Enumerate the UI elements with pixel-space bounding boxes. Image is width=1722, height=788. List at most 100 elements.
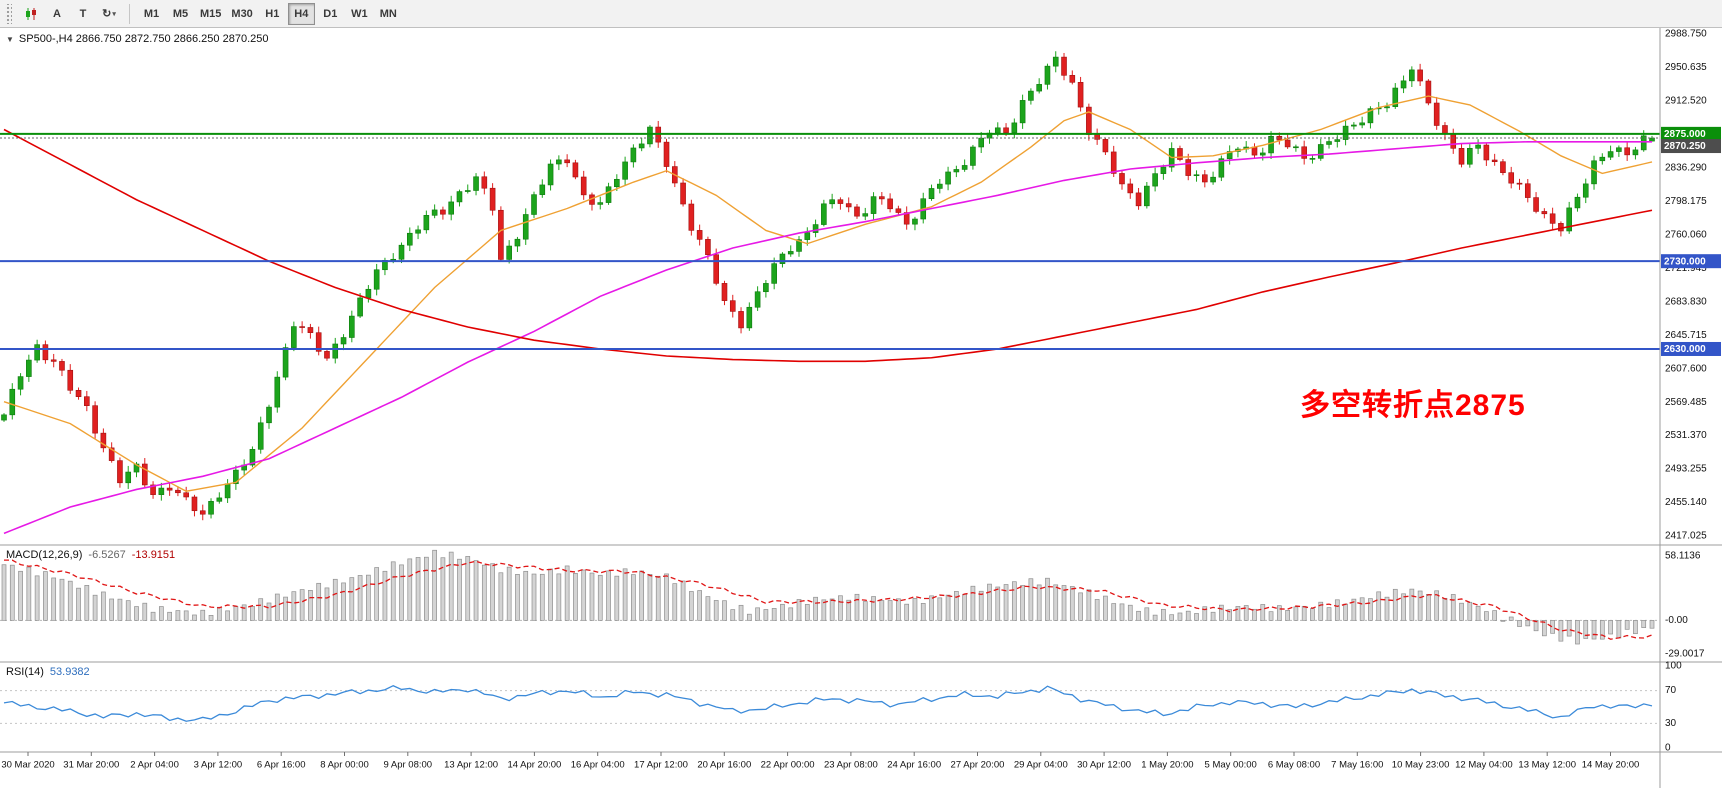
- candle-body: [1177, 148, 1183, 160]
- candle-body: [183, 492, 189, 498]
- macd-histogram-bar: [1310, 608, 1315, 621]
- cycle-tool-button[interactable]: ↻ ▾: [97, 3, 121, 25]
- svg-text:14 Apr 20:00: 14 Apr 20:00: [507, 760, 561, 771]
- macd-name: MACD(12,26,9): [6, 549, 83, 561]
- timeframe-button-w1[interactable]: W1: [346, 3, 373, 25]
- macd-histogram-bar: [937, 597, 943, 621]
- candle-body: [597, 202, 604, 205]
- timeframe-button-m30[interactable]: M30: [227, 3, 256, 25]
- candle-body: [1616, 147, 1622, 152]
- macd-histogram-bar: [697, 590, 702, 621]
- macd-histogram-bar: [1318, 601, 1324, 621]
- candle-body: [1218, 158, 1225, 178]
- macd-histogram-bar: [1426, 594, 1431, 621]
- macd-histogram-bar: [415, 557, 421, 621]
- macd-histogram-bar: [51, 577, 57, 621]
- candle-body: [879, 196, 885, 200]
- svg-text:12 May 04:00: 12 May 04:00: [1455, 760, 1513, 771]
- macd-histogram-bar: [987, 583, 992, 621]
- candle-body: [961, 165, 968, 170]
- timeframe-button-m5[interactable]: M5: [167, 3, 194, 25]
- axis-badge: [1661, 126, 1721, 141]
- macd-histogram-bar: [1020, 585, 1025, 621]
- label-tool-button[interactable]: T: [71, 3, 95, 25]
- macd-histogram-bar: [821, 599, 827, 621]
- macd-histogram-bar: [647, 574, 653, 621]
- macd-histogram-bar: [59, 578, 65, 621]
- candle-body: [1425, 80, 1432, 104]
- candle-body: [224, 483, 231, 499]
- candle-body: [680, 182, 686, 205]
- candle-body: [373, 269, 380, 290]
- candle-body: [299, 326, 305, 328]
- collapse-arrow-icon[interactable]: ▼: [6, 34, 14, 44]
- svg-text:13 Apr 12:00: 13 Apr 12:00: [444, 760, 498, 771]
- macd-histogram-bar: [465, 556, 471, 621]
- macd-histogram-bar: [838, 595, 843, 621]
- ma-magenta-line: [3, 140, 1652, 535]
- candle-body: [233, 469, 239, 485]
- candle-body: [1342, 125, 1349, 140]
- macd-histogram-bar: [1094, 599, 1100, 621]
- macd-histogram-bar: [597, 574, 603, 621]
- svg-text:30 Mar 2020: 30 Mar 2020: [1, 760, 54, 771]
- candle-body: [1524, 183, 1531, 198]
- chart-canvas[interactable]: 2988.750 2950.635 2912.520 2836.290 2798.175…: [0, 28, 1722, 788]
- candle-body: [1309, 158, 1316, 160]
- macd-histogram-bar: [125, 600, 131, 621]
- candle-body: [1533, 197, 1539, 212]
- candle-body: [34, 344, 40, 361]
- candle-body: [1301, 146, 1307, 159]
- macd-histogram-bar: [738, 604, 744, 621]
- candle-body: [1392, 87, 1399, 107]
- macd-histogram-bar: [1641, 620, 1647, 628]
- macd-histogram-bar: [1252, 608, 1257, 621]
- candle-body: [1450, 133, 1457, 149]
- macd-histogram-bar: [639, 570, 645, 621]
- macd-histogram-bar: [1434, 590, 1440, 621]
- candle-body: [804, 232, 811, 240]
- main-toolbar: A T ↻ ▾ M1 M5 M15 M30 H1 H4 D1 W1 MN: [0, 0, 1722, 28]
- macd-histogram-bar: [1384, 596, 1390, 621]
- text-tool-button[interactable]: A: [45, 3, 69, 25]
- macd-histogram-bar: [862, 601, 868, 621]
- macd-histogram-bar: [631, 574, 636, 621]
- candle-body: [903, 212, 910, 225]
- candle-body: [117, 460, 123, 484]
- timeframe-button-m1[interactable]: M1: [138, 3, 165, 25]
- macd-histogram-bar: [225, 610, 230, 621]
- macd-histogram-bar: [374, 567, 380, 621]
- macd-histogram-bar: [589, 572, 595, 621]
- candle-body: [84, 396, 90, 406]
- candle-body: [787, 251, 794, 255]
- toolbar-grip[interactable]: [5, 3, 12, 24]
- timeframe-button-h1[interactable]: H1: [259, 3, 286, 25]
- candle-body: [638, 143, 645, 149]
- timeframe-button-m15[interactable]: M15: [196, 3, 225, 25]
- svg-text:2870.250: 2870.250: [1664, 141, 1706, 152]
- timeframe-button-mn[interactable]: MN: [375, 3, 402, 25]
- macd-histogram-bar: [1624, 620, 1630, 630]
- svg-text:2836.290: 2836.290: [1665, 162, 1707, 173]
- macd-histogram-bar: [788, 607, 794, 621]
- candle-body: [531, 194, 537, 215]
- macd-histogram-bar: [1210, 611, 1216, 621]
- candle-body: [1102, 139, 1109, 153]
- timeframe-button-h4[interactable]: H4: [287, 2, 315, 25]
- macd-histogram-bar: [498, 572, 504, 621]
- macd-histogram-bar: [1235, 606, 1241, 621]
- candle-body: [67, 369, 74, 391]
- macd-histogram-bar: [1533, 620, 1539, 632]
- candle-body: [1566, 207, 1572, 232]
- macd-histogram-bar: [274, 593, 280, 621]
- candle-body: [9, 388, 16, 416]
- candle-body: [1458, 148, 1465, 165]
- macd-histogram-bar: [945, 594, 951, 621]
- timeframe-button-d1[interactable]: D1: [317, 3, 344, 25]
- symbol-info: ▼ SP500-,H4 2866.750 2872.750 2866.250 2…: [6, 33, 268, 45]
- charts-button[interactable]: [19, 3, 43, 25]
- chart-annotation-text[interactable]: 多空转折点2875: [1300, 389, 1526, 422]
- svg-text:2569.485: 2569.485: [1665, 397, 1707, 408]
- macd-histogram-bar: [614, 575, 620, 621]
- svg-text:7 May 16:00: 7 May 16:00: [1331, 760, 1383, 771]
